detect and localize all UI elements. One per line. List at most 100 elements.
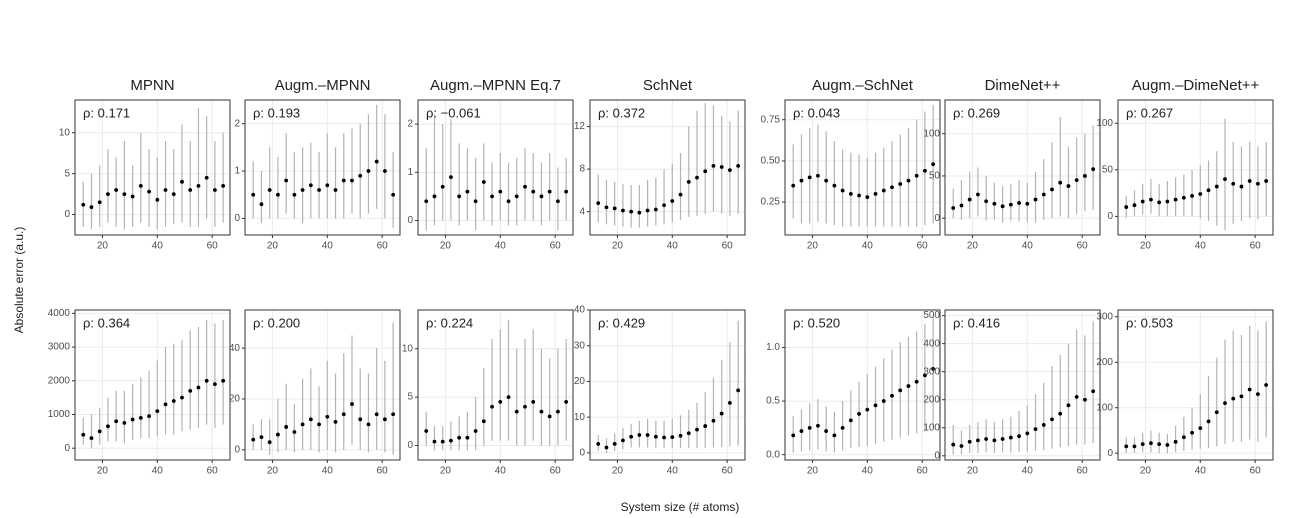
point xyxy=(180,395,184,400)
x-tick-label: 40 xyxy=(1195,241,1207,252)
point xyxy=(992,201,997,206)
point xyxy=(1247,387,1252,392)
annotation: ρ: 0.171 xyxy=(83,105,130,120)
point xyxy=(1000,204,1005,209)
point xyxy=(292,192,297,197)
y-tick-label: 10 xyxy=(402,343,414,354)
y-tick-label: 400 xyxy=(923,338,940,349)
y-tick-label: 0.25 xyxy=(761,197,781,208)
y-tick-label: 0.50 xyxy=(761,156,781,167)
point xyxy=(923,373,927,378)
point xyxy=(1264,179,1269,183)
point xyxy=(432,194,437,199)
point xyxy=(1124,444,1129,449)
panel-background xyxy=(785,310,940,460)
annotation: ρ: 0.520 xyxy=(793,315,840,330)
point xyxy=(130,417,135,422)
point xyxy=(564,189,569,194)
point xyxy=(1190,193,1194,198)
point xyxy=(122,192,127,196)
y-tick-label: 2 xyxy=(234,118,240,129)
point xyxy=(931,162,936,167)
point xyxy=(1140,442,1145,446)
point xyxy=(424,199,429,204)
annotation: ρ: 0.364 xyxy=(83,315,130,330)
point xyxy=(391,412,396,417)
point xyxy=(914,379,919,384)
point xyxy=(163,188,168,192)
y-tick-label: 0 xyxy=(579,447,585,458)
point xyxy=(799,178,804,183)
point xyxy=(106,192,110,196)
annotation: ρ: 0.193 xyxy=(253,105,300,120)
point xyxy=(604,445,609,450)
point xyxy=(1181,435,1186,440)
point xyxy=(1066,184,1071,188)
y-tick-label: 3000 xyxy=(48,342,71,353)
panel-title: Augm.–DimeNet++ xyxy=(1132,77,1260,94)
x-tick-label: 60 xyxy=(377,466,389,477)
point xyxy=(791,183,796,188)
panel-background xyxy=(418,310,573,460)
point xyxy=(1091,389,1096,394)
point xyxy=(473,429,478,433)
point xyxy=(300,188,305,192)
point xyxy=(506,395,511,399)
x-tick-label: 60 xyxy=(207,241,219,252)
point xyxy=(490,194,494,199)
point xyxy=(114,419,119,424)
y-tick-label: 100 xyxy=(1096,118,1113,129)
point xyxy=(873,403,878,408)
point xyxy=(637,210,642,215)
point xyxy=(984,437,989,441)
point xyxy=(1157,442,1162,446)
point xyxy=(457,435,462,440)
point xyxy=(1132,203,1137,208)
point xyxy=(1008,202,1013,207)
point xyxy=(1239,184,1244,189)
point xyxy=(531,189,536,194)
y-tick-label: 8 xyxy=(579,164,585,175)
panel-title: Augm.–SchNet xyxy=(812,77,914,94)
annotation: ρ: 0.503 xyxy=(1126,315,1173,330)
panel-background xyxy=(945,310,1100,460)
y-tick-label: 20 xyxy=(229,394,241,405)
point xyxy=(1247,179,1252,183)
point xyxy=(1149,441,1153,446)
y-tick-label: 10 xyxy=(59,127,71,138)
x-tick-label: 40 xyxy=(1022,241,1034,252)
point xyxy=(662,435,666,440)
point xyxy=(325,183,330,188)
y-tick-label: 0 xyxy=(1107,211,1113,222)
panel-border xyxy=(74,99,231,236)
point xyxy=(180,179,184,184)
x-tick-label: 60 xyxy=(550,241,562,252)
point xyxy=(514,409,519,414)
y-tick-label: 2 xyxy=(407,119,413,130)
annotation: ρ: 0.429 xyxy=(598,315,645,330)
point xyxy=(1198,192,1203,196)
panel-border xyxy=(74,309,231,461)
point xyxy=(424,429,429,433)
x-tick-label: 40 xyxy=(152,241,164,252)
x-tick-label: 20 xyxy=(612,241,624,252)
point xyxy=(341,412,346,417)
point xyxy=(596,201,601,206)
point xyxy=(857,193,861,198)
point xyxy=(1033,427,1038,432)
annotation: ρ: 0.269 xyxy=(953,105,1000,120)
panel-border xyxy=(784,309,941,461)
point xyxy=(383,169,387,173)
x-tick-label: 40 xyxy=(862,241,874,252)
point xyxy=(719,165,724,169)
y-tick-label: 50 xyxy=(929,171,941,182)
point xyxy=(171,399,176,403)
point xyxy=(1231,396,1236,401)
point xyxy=(865,195,870,200)
point xyxy=(284,425,289,429)
point xyxy=(317,188,321,192)
annotation: ρ: −0.061 xyxy=(426,105,481,120)
point xyxy=(686,431,691,436)
y-tick-label: 5 xyxy=(64,168,70,179)
point xyxy=(196,385,201,390)
